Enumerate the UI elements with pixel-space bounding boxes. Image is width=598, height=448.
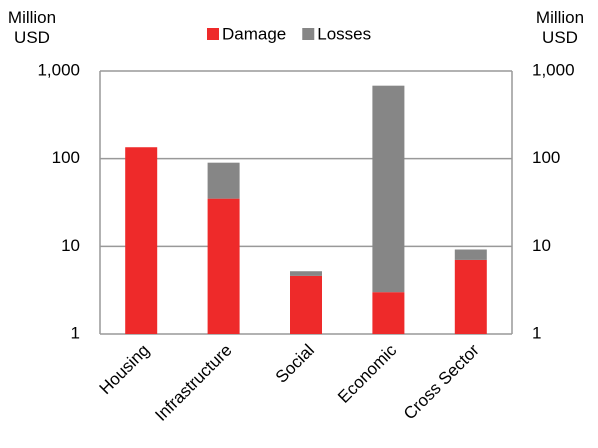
- bar: [454, 259, 487, 334]
- y-axis-label: Million USD: [7, 8, 57, 47]
- legend-swatch: [302, 28, 315, 40]
- y2-axis-label: Million USD: [535, 8, 585, 47]
- x-tick-label: Cross Sector: [400, 340, 483, 423]
- tick-label: 1,000: [37, 60, 80, 79]
- tick-label: 1,000: [532, 60, 575, 79]
- x-tick-label: Economic: [334, 340, 401, 407]
- legend-label: Losses: [317, 24, 371, 43]
- bar: [290, 271, 322, 276]
- legend-swatch: [207, 28, 219, 40]
- bar: [372, 85, 405, 293]
- bar: [207, 198, 240, 334]
- tick-label: 10: [532, 236, 551, 255]
- x-tick-label: Infrastructure: [151, 341, 235, 425]
- tick-label: 1: [71, 323, 80, 342]
- x-tick-label: Social: [272, 341, 318, 387]
- tick-label: 100: [52, 148, 80, 167]
- bar: [207, 162, 240, 199]
- tick-label: 10: [61, 236, 80, 255]
- bar: [454, 249, 487, 260]
- bar: [372, 292, 405, 334]
- legend-label: Damage: [222, 24, 286, 43]
- tick-label: 1: [532, 323, 541, 342]
- bar: [125, 147, 158, 334]
- tick-label: 100: [532, 148, 560, 167]
- bar: [290, 275, 322, 334]
- x-tick-label: Housing: [96, 341, 154, 399]
